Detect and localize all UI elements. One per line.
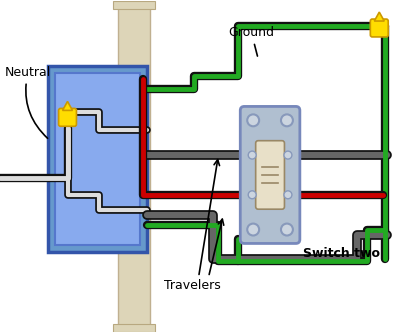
Circle shape: [281, 114, 293, 126]
Circle shape: [284, 191, 292, 199]
Bar: [113, 1, 155, 9]
Text: Travelers: Travelers: [164, 279, 220, 292]
FancyBboxPatch shape: [370, 19, 388, 37]
Polygon shape: [374, 12, 384, 21]
Circle shape: [247, 223, 259, 235]
Circle shape: [248, 151, 256, 159]
Circle shape: [247, 114, 259, 126]
Circle shape: [248, 191, 256, 199]
Text: Neutral: Neutral: [5, 66, 51, 138]
Bar: [55, 73, 140, 245]
FancyBboxPatch shape: [256, 141, 284, 209]
Polygon shape: [62, 102, 72, 111]
Bar: [113, 324, 155, 332]
Circle shape: [281, 223, 293, 235]
Bar: [118, 1, 150, 332]
Bar: [48, 66, 147, 252]
Text: Switch two: Switch two: [303, 247, 380, 260]
Circle shape: [284, 151, 292, 159]
FancyBboxPatch shape: [58, 109, 76, 126]
FancyBboxPatch shape: [240, 107, 300, 243]
Text: Ground: Ground: [228, 26, 274, 56]
